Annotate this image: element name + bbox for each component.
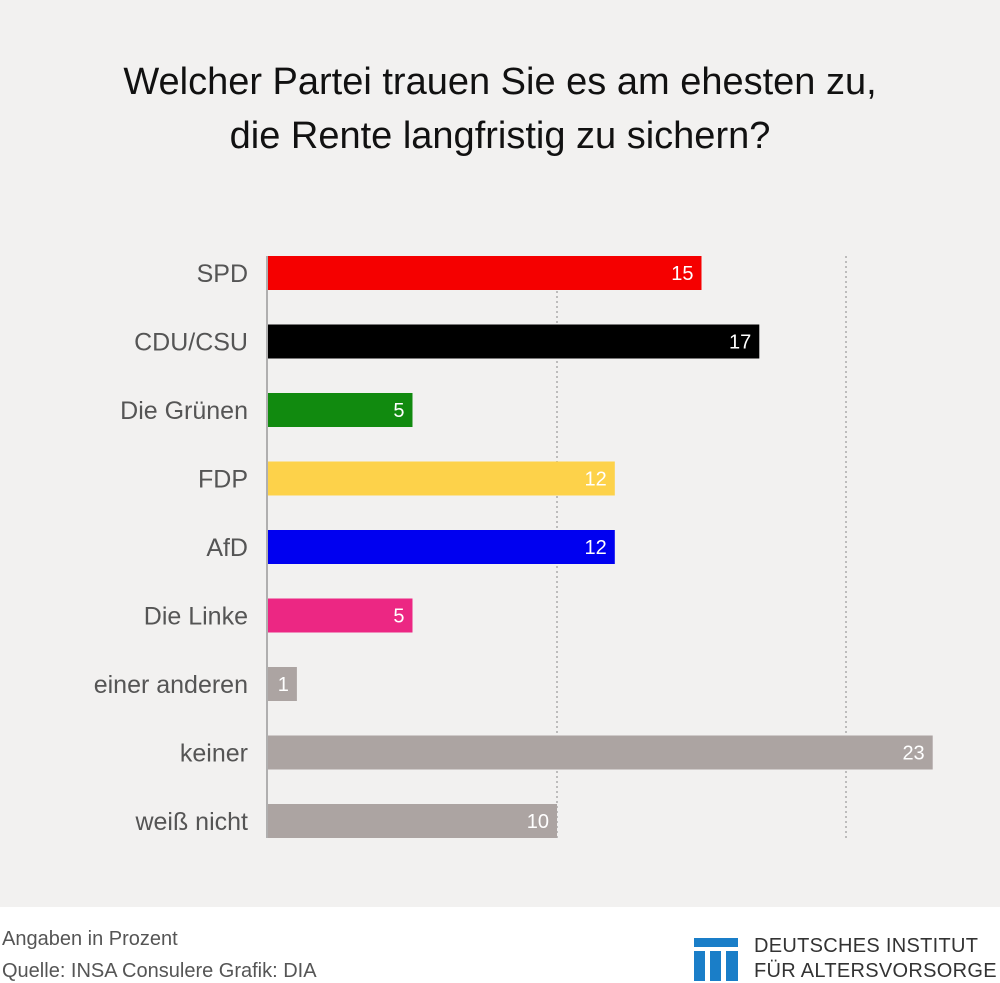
bar-5 — [268, 598, 413, 633]
bar-7 — [268, 735, 933, 770]
category-label: einer anderen — [94, 671, 248, 699]
bar-value-label: 15 — [671, 263, 693, 285]
logo-text-line-1: DEUTSCHES INSTITUT — [754, 935, 979, 957]
bar-value-label: 23 — [902, 743, 924, 765]
logo-text-line-2: FÜR ALTERSVORSORGE — [754, 960, 997, 982]
category-label: weiß nicht — [134, 808, 248, 836]
category-label: FDP — [198, 466, 248, 494]
bar-value-label: 1 — [278, 674, 289, 696]
dia-logo-icon — [694, 938, 738, 981]
bar-value-label: 12 — [585, 469, 607, 491]
category-label: Die Linke — [144, 603, 248, 631]
title-line-2: die Rente langfristig zu sichern? — [229, 115, 771, 157]
bar-2 — [268, 393, 413, 427]
footer-note: Angaben in Prozent — [2, 928, 178, 950]
bar-value-label: 5 — [393, 400, 404, 422]
category-label: AfD — [206, 534, 248, 562]
chart-title: Welcher Partei trauen Sie es am ehesten … — [0, 55, 1000, 163]
bar-value-label: 12 — [585, 537, 607, 559]
bar-0 — [268, 256, 702, 290]
category-label: CDU/CSU — [134, 329, 248, 357]
bar-8 — [268, 804, 557, 838]
bar-4 — [268, 530, 615, 564]
bar-6 — [268, 667, 297, 701]
title-line-1: Welcher Partei trauen Sie es am ehesten … — [123, 61, 877, 103]
category-label: SPD — [197, 260, 248, 288]
category-label: Die Grünen — [120, 397, 248, 425]
category-label: keiner — [180, 740, 248, 768]
bar-value-label: 17 — [729, 332, 751, 354]
bar-value-label: 10 — [527, 811, 549, 833]
bar-1 — [268, 324, 760, 359]
footer-source: Quelle: INSA Consulere Grafik: DIA — [2, 960, 317, 982]
bar-value-label: 5 — [393, 606, 404, 628]
bar-3 — [268, 461, 615, 496]
